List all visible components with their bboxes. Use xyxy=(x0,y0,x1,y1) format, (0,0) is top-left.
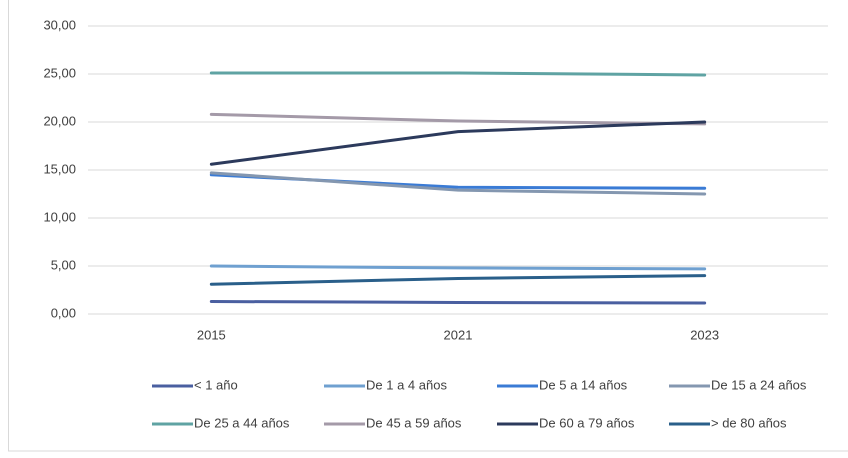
y-tick-label: 30,00 xyxy=(43,17,76,32)
series-line xyxy=(209,300,707,305)
chart-frame xyxy=(8,0,848,452)
legend-label: > de 80 años xyxy=(711,415,787,430)
series-line xyxy=(209,171,707,196)
legend-label: De 1 a 4 años xyxy=(366,377,447,392)
y-tick-label: 0,00 xyxy=(51,305,76,320)
legend-label: < 1 año xyxy=(194,377,238,392)
y-tick-label: 10,00 xyxy=(43,209,76,224)
legend-label: De 15 a 24 años xyxy=(711,377,807,392)
legend-label: De 45 a 59 años xyxy=(366,415,462,430)
x-tick-label: 2023 xyxy=(690,327,719,342)
y-tick-label: 15,00 xyxy=(43,161,76,176)
series-line xyxy=(209,112,707,126)
y-tick-label: 25,00 xyxy=(43,65,76,80)
x-tick-label: 2015 xyxy=(197,327,226,342)
series-line xyxy=(209,120,707,166)
x-tick-label: 2021 xyxy=(444,327,473,342)
series-line xyxy=(209,71,707,77)
legend-label: De 25 a 44 años xyxy=(194,415,290,430)
legend-label: De 60 a 79 años xyxy=(539,415,635,430)
y-tick-label: 20,00 xyxy=(43,113,76,128)
y-tick-label: 5,00 xyxy=(51,257,76,272)
legend-label: De 5 a 14 años xyxy=(539,377,628,392)
series-line xyxy=(209,264,707,271)
series-line xyxy=(209,274,707,286)
